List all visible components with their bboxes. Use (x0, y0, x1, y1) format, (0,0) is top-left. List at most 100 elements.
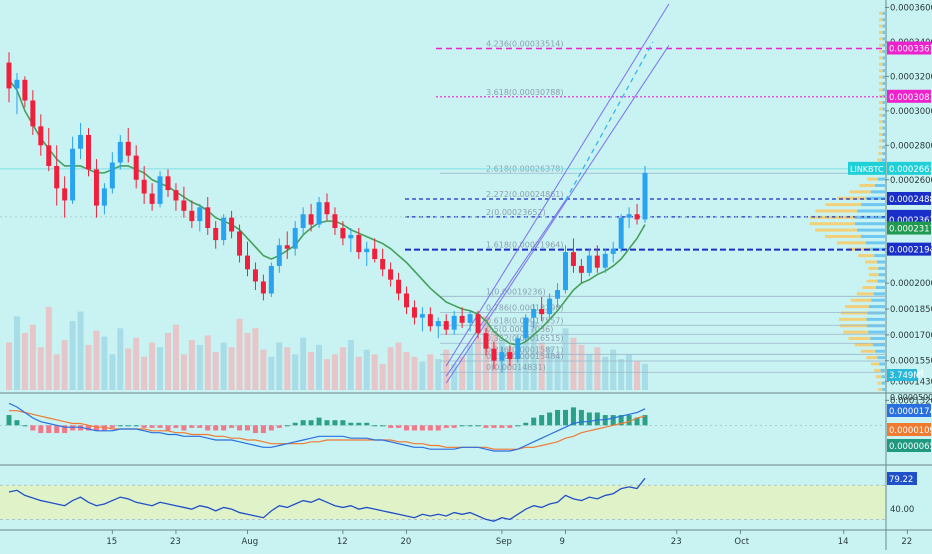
candle-body (38, 126, 44, 146)
volume-bar (642, 363, 648, 390)
volume-profile-bar (878, 152, 883, 156)
volume-profile-bar (858, 254, 875, 258)
volume-profile-bar (880, 368, 885, 372)
macd-histogram-bar (578, 409, 584, 426)
volume-bar (324, 359, 330, 390)
candle-body (483, 333, 489, 349)
time-tick-label: Oct (734, 537, 749, 547)
candle-body (475, 314, 481, 334)
candle-body (539, 309, 545, 315)
volume-profile-bar (882, 101, 885, 105)
price-badge-label: 0.00033617 (889, 45, 932, 55)
macd-histogram-bar (380, 425, 386, 427)
price-tick-label: 0.00017000 (890, 331, 932, 341)
macd-histogram-bar (427, 425, 433, 431)
volume-bar (236, 318, 243, 390)
volume-profile-bar (882, 30, 885, 34)
macd-badge (887, 439, 931, 452)
volume-bar (530, 321, 537, 390)
price-tick-label: 0.00018500 (890, 305, 932, 315)
candle-body (86, 134, 91, 170)
volume-profile-bar (882, 18, 885, 22)
fib-level-label: 2.272(0.00024861) (486, 190, 564, 199)
volume-profile-bar (877, 356, 885, 360)
macd-histogram-bar (610, 415, 616, 426)
macd-histogram-bar (372, 425, 378, 427)
candle-body (229, 217, 235, 232)
symbol-badge (848, 161, 886, 175)
volume-profile-bar (868, 266, 879, 270)
volume-profile-bar (845, 305, 870, 309)
volume-profile-bar (882, 62, 885, 66)
volume-profile-bar (878, 113, 883, 117)
macd-histogram-bar (54, 425, 60, 434)
price-badge-label: 0.00021946 (889, 246, 932, 256)
volume-bar (29, 324, 36, 390)
candle-body (245, 255, 250, 270)
volume-profile-bar (874, 183, 885, 187)
candle-body (610, 248, 616, 254)
volume-profile-bar (878, 145, 883, 149)
volume-bar (578, 344, 585, 390)
volume-profile-bar (843, 330, 869, 334)
volume-bar (308, 352, 315, 390)
price-badge-label: 0.00030815 (889, 93, 932, 103)
macd-histogram-bar (213, 425, 219, 431)
candle-body (451, 315, 457, 330)
volume-bar (522, 335, 529, 390)
candle-body (46, 145, 52, 166)
candle-body (642, 172, 648, 220)
volume-profile-bar (878, 388, 883, 391)
volume-profile-bar (879, 24, 883, 28)
candle-body (626, 214, 632, 218)
volume-profile-bar (882, 152, 885, 156)
time-tick-label: 23 (671, 537, 682, 547)
volume-bar (331, 354, 338, 390)
volume-profile-bar (839, 317, 867, 321)
macd-histogram-bar (396, 425, 402, 428)
macd-histogram-bar (6, 415, 12, 426)
volume-profile-bar (839, 324, 867, 328)
price-badge (887, 221, 931, 235)
volume-bar (61, 340, 68, 390)
time-tick-label: 9 (560, 537, 565, 547)
volume-profile-bar (878, 126, 883, 130)
price-tick-label: 0.00013200 (890, 396, 932, 406)
volume-bar (459, 356, 466, 390)
macd-histogram-bar (149, 425, 155, 428)
macd-histogram-bar (38, 425, 44, 434)
candle-body (332, 214, 338, 229)
volume-bar (292, 354, 299, 390)
volume-bar (594, 347, 601, 390)
time-tick-label: 23 (170, 537, 181, 547)
candle-body (308, 214, 314, 225)
macd-histogram-bar (260, 425, 266, 434)
volume-profile-bar (877, 158, 882, 162)
candle-body (419, 314, 425, 318)
volume-profile-bar (879, 62, 883, 66)
volume-bar (355, 356, 362, 390)
candle-body (213, 228, 219, 241)
volume-profile-bar (873, 292, 885, 296)
volume-profile-bar (882, 126, 885, 130)
volume-bar (268, 356, 275, 390)
volume-bar (149, 342, 156, 390)
volume-bar (427, 354, 434, 390)
macd-histogram-bar (404, 425, 409, 431)
fib-level-label: 0.5(0.00017036) (486, 325, 553, 334)
macd-histogram-bar (388, 425, 394, 428)
volume-profile-bar (866, 317, 885, 321)
fib-level-label: 4.236(0.00033514) (486, 40, 564, 49)
candle-body (181, 200, 187, 211)
volume-profile-bar (882, 37, 885, 41)
volume-profile-bar (865, 196, 885, 200)
candle-body (316, 202, 322, 225)
macd-histogram-bar (563, 409, 568, 426)
candle-body (411, 307, 417, 318)
macd-histogram-bar (276, 425, 282, 428)
volume-bar (403, 352, 410, 390)
volume-bar (37, 347, 44, 390)
candle-body (252, 269, 258, 282)
volume-bar (220, 342, 227, 390)
